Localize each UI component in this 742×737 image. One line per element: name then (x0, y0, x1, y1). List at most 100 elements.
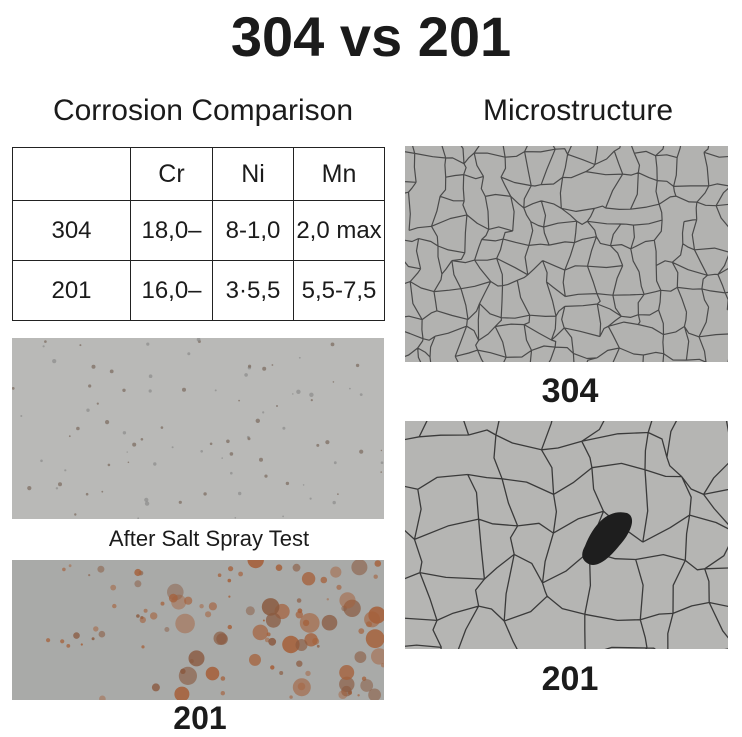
speck (247, 437, 251, 441)
rust-spot (110, 584, 117, 591)
speck (40, 459, 43, 463)
rust-spot (227, 578, 232, 583)
speck (226, 439, 230, 444)
grain-boundaries (405, 146, 728, 362)
speck (316, 443, 320, 447)
table-cell: 304 (12, 200, 131, 261)
rust-spot (360, 679, 374, 692)
speck (27, 486, 32, 491)
rust-spot (299, 613, 320, 633)
speck (85, 492, 89, 496)
table-cell: 5,5-7,5 (293, 260, 385, 321)
rust-spot (373, 574, 378, 579)
speck (96, 402, 99, 405)
rust-spot (296, 660, 303, 667)
speck (333, 461, 337, 465)
rust-spot (199, 604, 204, 609)
speck (171, 446, 174, 449)
speck (12, 387, 15, 390)
speck (187, 352, 191, 356)
microstructure-photo (405, 146, 728, 362)
caption: 201 (173, 700, 227, 736)
table-cell: 8-1,0 (212, 200, 294, 261)
speck (248, 364, 252, 368)
rust-spot (351, 560, 368, 576)
column-header: Ni (212, 147, 294, 201)
rust-spot (134, 580, 142, 588)
speck (55, 487, 59, 490)
speck (209, 442, 213, 446)
rust-spot (320, 576, 328, 584)
rust-spot (305, 670, 311, 677)
rust-spot (46, 638, 51, 643)
title: 304 vs 201 (230, 5, 512, 68)
rust-photo (12, 560, 384, 700)
speck (238, 491, 242, 496)
speck (238, 399, 241, 402)
rust-spot (188, 650, 205, 667)
rust-spot (268, 637, 277, 646)
rust-spot (68, 564, 72, 568)
speck (359, 449, 364, 454)
speck (76, 426, 80, 431)
rust-spot (228, 566, 234, 572)
rust-spot (330, 566, 342, 578)
speck (146, 342, 150, 346)
speck (107, 463, 111, 467)
rust-spot (168, 593, 178, 603)
rust-spot (143, 608, 148, 613)
rust-spot (175, 613, 195, 634)
rust-spot (205, 666, 220, 681)
photo-background (405, 421, 728, 649)
table-header: Cr Ni Mn (12, 147, 385, 201)
rust-spot (301, 572, 316, 586)
speck (148, 389, 152, 393)
speck (42, 345, 45, 348)
speck (126, 451, 128, 453)
speck (148, 374, 153, 378)
rust-spot (150, 612, 158, 620)
speck (144, 501, 150, 506)
rust-spot (247, 560, 264, 569)
speck (309, 497, 312, 500)
rust-spot (297, 608, 303, 614)
speck (64, 469, 67, 472)
caption: 201 (541, 660, 599, 698)
rust-spot (216, 633, 228, 645)
rust-spot (316, 644, 320, 648)
inclusion (582, 512, 633, 566)
rust-spot (220, 691, 225, 696)
rust-spot (139, 616, 146, 624)
speck (88, 384, 92, 388)
rust-spot (358, 628, 365, 634)
speck (132, 442, 137, 447)
speck (137, 517, 140, 519)
speck (259, 457, 263, 462)
speck (359, 393, 363, 396)
rust-spot (252, 624, 269, 641)
table-row: 304 18,0– 8-1,0 2,0 max (12, 200, 385, 261)
speck (140, 438, 144, 441)
table-cell: 3·5,5 (212, 260, 294, 321)
speck (332, 381, 335, 383)
rust-spot (371, 648, 384, 665)
table-row: 201 16,0– 3·5,5 5,5-7,5 (12, 260, 385, 321)
speck (68, 435, 71, 438)
rust-spot (357, 694, 360, 697)
rust-spot (312, 637, 320, 645)
speck (79, 344, 82, 347)
speck (349, 387, 351, 390)
speck (122, 431, 127, 435)
speck (309, 392, 314, 397)
rust-spot (227, 624, 232, 630)
speck (203, 492, 207, 496)
rust-spot (141, 645, 145, 649)
rust-spot (88, 574, 91, 577)
speck (271, 364, 274, 366)
rust-spot (292, 563, 301, 572)
table-cell: 18,0– (130, 200, 213, 261)
rust-spot (374, 560, 382, 567)
rust-spot (338, 690, 348, 699)
speck (20, 415, 23, 417)
